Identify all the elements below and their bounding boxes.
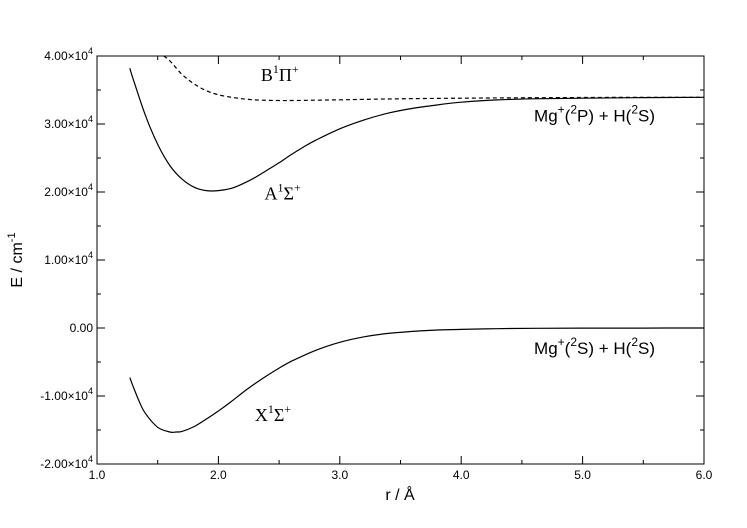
y-axis-label-text: E / cm [9, 242, 26, 287]
y-tick-label: -2.00×104 [40, 454, 93, 471]
asym-text: ( [565, 106, 571, 125]
asymptote-label: Mg+(2S) + H(2S) [534, 335, 655, 358]
asym-text: S) [638, 106, 655, 125]
asym-sup: 2 [570, 335, 577, 349]
y-tick-mantissa: 1.00×10 [44, 253, 88, 267]
x-tick-label: 4.0 [453, 468, 470, 482]
series-line-1 [163, 55, 704, 102]
annotations: B1Π+A1Σ+X1Σ+Mg+(2P) + H(2S)Mg+(2S) + H(2… [255, 62, 655, 425]
y-tick-label: 2.00×104 [44, 182, 93, 199]
y-tick-mantissa: -2.00×10 [40, 457, 88, 471]
y-tick-exponent: 4 [88, 182, 93, 192]
state-label: A1Σ+ [265, 180, 301, 203]
x-tick-label: 1.0 [89, 468, 106, 482]
state-parity: + [284, 402, 291, 416]
state-letter: B [261, 65, 273, 85]
state-multiplicity: 1 [273, 62, 279, 76]
y-tick-label: 3.00×104 [44, 114, 93, 131]
y-tick-mantissa: 2.00×10 [44, 185, 88, 199]
asym-charge: + [558, 102, 565, 116]
y-tick-mantissa: 3.00×10 [44, 117, 88, 131]
y-tick-exponent: 4 [88, 386, 93, 396]
y-tick-label: 0.00 [70, 321, 94, 335]
asym-sup: 2 [570, 102, 577, 116]
state-label: B1Π+ [261, 62, 299, 85]
y-tick-exponent: 4 [88, 46, 93, 56]
y-tick-label: 1.00×104 [44, 250, 93, 267]
series-line-3 [129, 327, 705, 434]
state-multiplicity: 1 [278, 180, 284, 194]
state-symmetry: Π [279, 65, 292, 85]
series-layer [129, 55, 705, 434]
x-tick-label: 5.0 [574, 468, 591, 482]
y-tick-label: 4.00×104 [44, 46, 93, 63]
y-tick-mantissa: 4.00×10 [44, 49, 88, 63]
x-tick-label: 2.0 [210, 468, 227, 482]
asym-text: S) [638, 339, 655, 358]
state-label: X1Σ+ [255, 402, 291, 425]
x-tick-label: 6.0 [696, 468, 713, 482]
asym-atom: Mg [534, 339, 558, 358]
state-multiplicity: 1 [268, 402, 274, 416]
y-tick-exponent: 4 [88, 454, 93, 464]
asym-sup: 2 [631, 335, 638, 349]
asym-charge: + [558, 335, 565, 349]
asym-atom: Mg [534, 106, 558, 125]
y-axis-label: E / cm-1 [6, 232, 26, 287]
state-parity: + [294, 180, 301, 194]
tick-labels: 1.0 2.0 3.0 4.0 5.0 6.0-2.00×104-1.00×1040.00… [40, 46, 712, 482]
state-parity: + [292, 62, 299, 76]
state-symmetry: Σ [274, 405, 284, 425]
y-axis-label-sup: -1 [6, 232, 18, 242]
x-axis-label: r / Å [385, 485, 415, 504]
y-tick-mantissa: 0.00 [70, 321, 94, 335]
x-tick-label: 3.0 [331, 468, 348, 482]
state-symmetry: Σ [284, 183, 294, 203]
asymptote-label: Mg+(2P) + H(2S) [534, 102, 655, 125]
series-line-2 [129, 68, 705, 192]
y-tick-exponent: 4 [88, 250, 93, 260]
ticks [96, 55, 705, 465]
y-tick-label: -1.00×104 [40, 386, 93, 403]
y-tick-mantissa: -1.00×10 [40, 389, 88, 403]
asym-text: ( [565, 339, 571, 358]
asym-sup: 2 [631, 102, 638, 116]
asym-text: P) + H( [577, 106, 632, 125]
asym-text: S) + H( [577, 339, 632, 358]
state-letter: X [255, 405, 268, 425]
y-tick-exponent: 4 [88, 114, 93, 124]
state-letter: A [265, 183, 278, 203]
